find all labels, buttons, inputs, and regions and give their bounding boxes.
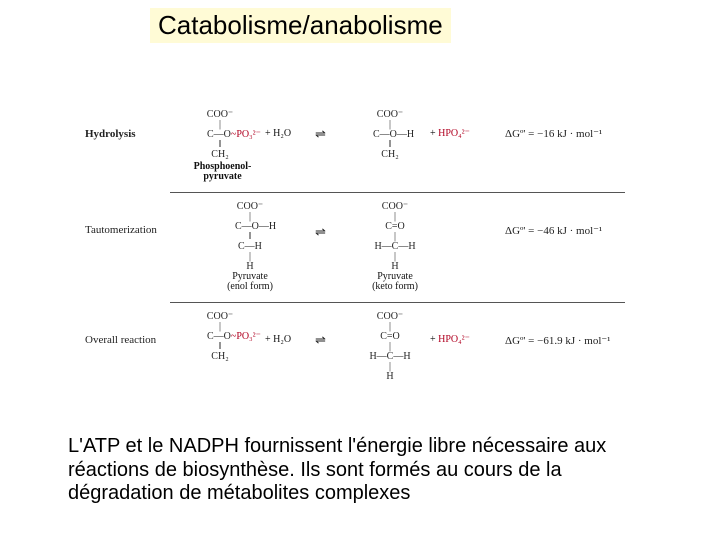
reaction-diagram: Hydrolysis COO⁻ | C—O~PO₃²⁻ ‖ CH₂ + H₂O … <box>85 110 640 390</box>
row1-arrow: ⇌ <box>315 126 326 142</box>
row2-right-caption: Pyruvate(keto form) <box>360 272 430 292</box>
body-paragraph: L'ATP et le NADPH fournissent l'énergie … <box>68 435 653 506</box>
divider-1 <box>170 192 625 193</box>
page-title: Catabolisme/anabolisme <box>150 8 451 43</box>
row3-right-struct: COO⁻ | C=O | H—C—H | H <box>360 312 420 382</box>
row2-dg: ΔGº' = −46 kJ · mol⁻¹ <box>505 224 602 237</box>
row2-arrow: ⇌ <box>315 224 326 240</box>
row2-left-caption: Pyruvate(enol form) <box>215 272 285 292</box>
row3-label: Overall reaction <box>85 334 156 346</box>
row3-plus-left: + H₂O <box>265 334 291 345</box>
row3-plus-right: + HPO₄²⁻ <box>430 334 470 345</box>
divider-2 <box>170 302 625 303</box>
row1-left-caption: Phosphoenol-pyruvate <box>180 162 265 182</box>
row3-left-struct: COO⁻ | C—O~PO₃²⁻ ‖ CH₂ <box>180 312 261 362</box>
row2-right-struct: COO⁻ | C=O | H—C—H | H <box>365 202 425 272</box>
row1-dg: ΔGº' = −16 kJ · mol⁻¹ <box>505 127 602 140</box>
row1-plus-right: + HPO₄²⁻ <box>430 128 470 139</box>
row1-left-struct: COO⁻ | C—O~PO₃²⁻ ‖ CH₂ <box>180 110 261 160</box>
row3-arrow: ⇌ <box>315 332 326 348</box>
row3-dg: ΔGº' = −61.9 kJ · mol⁻¹ <box>505 334 610 347</box>
row1-right-struct: COO⁻ | C—O—H ‖ CH₂ <box>355 110 425 160</box>
row1-plus-left: + H₂O <box>265 128 291 139</box>
row2-label: Tautomerization <box>85 224 157 236</box>
row2-left-struct: COO⁻ | C—O—H ‖ C—H | H <box>220 202 280 272</box>
row1-label: Hydrolysis <box>85 128 136 140</box>
